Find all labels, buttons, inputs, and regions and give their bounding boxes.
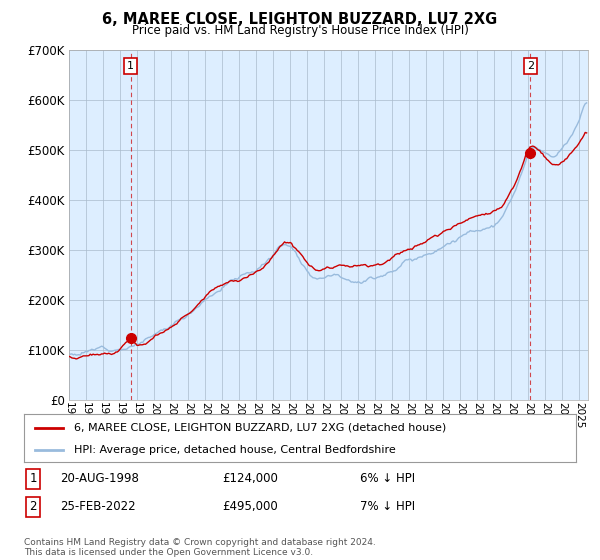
Text: 6% ↓ HPI: 6% ↓ HPI — [360, 472, 415, 486]
Text: 7% ↓ HPI: 7% ↓ HPI — [360, 500, 415, 514]
Text: 1: 1 — [29, 472, 37, 486]
Text: £124,000: £124,000 — [222, 472, 278, 486]
Text: 2: 2 — [29, 500, 37, 514]
Text: 25-FEB-2022: 25-FEB-2022 — [60, 500, 136, 514]
Text: 6, MAREE CLOSE, LEIGHTON BUZZARD, LU7 2XG (detached house): 6, MAREE CLOSE, LEIGHTON BUZZARD, LU7 2X… — [74, 423, 446, 433]
Text: £495,000: £495,000 — [222, 500, 278, 514]
Text: 6, MAREE CLOSE, LEIGHTON BUZZARD, LU7 2XG: 6, MAREE CLOSE, LEIGHTON BUZZARD, LU7 2X… — [103, 12, 497, 27]
Text: 1: 1 — [127, 61, 134, 71]
Text: Price paid vs. HM Land Registry's House Price Index (HPI): Price paid vs. HM Land Registry's House … — [131, 24, 469, 36]
Text: HPI: Average price, detached house, Central Bedfordshire: HPI: Average price, detached house, Cent… — [74, 445, 395, 455]
Text: 2: 2 — [527, 61, 534, 71]
Text: 20-AUG-1998: 20-AUG-1998 — [60, 472, 139, 486]
Text: Contains HM Land Registry data © Crown copyright and database right 2024.
This d: Contains HM Land Registry data © Crown c… — [24, 538, 376, 557]
